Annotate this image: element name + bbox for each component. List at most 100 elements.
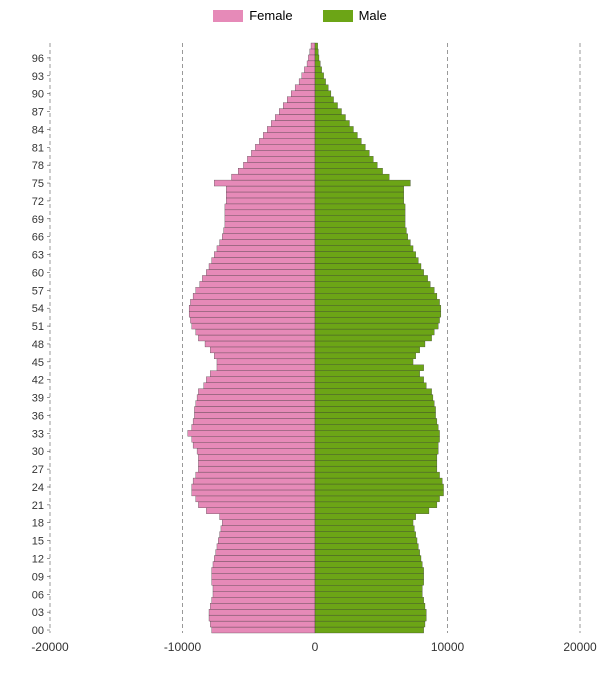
bar-male: [315, 73, 324, 79]
bar-female: [259, 138, 315, 144]
bar-male: [315, 150, 369, 156]
bar-female: [198, 502, 315, 508]
bar-male: [315, 311, 441, 317]
y-tick-label: 66: [32, 232, 44, 244]
bar-female: [299, 79, 315, 85]
bar-female: [210, 621, 315, 627]
x-tick-label: 20000: [563, 640, 597, 654]
bar-male: [315, 496, 440, 502]
bar-female: [204, 383, 315, 389]
bar-female: [218, 538, 315, 544]
bar-female: [198, 454, 315, 460]
bar-male: [315, 484, 444, 490]
bar-female: [206, 377, 315, 383]
bar-male: [315, 168, 383, 174]
bar-male: [315, 299, 440, 305]
bar-male: [315, 621, 425, 627]
bar-male: [315, 162, 377, 168]
bar-male: [315, 538, 417, 544]
bar-male: [315, 603, 425, 609]
bar-female: [198, 335, 315, 341]
bar-female: [196, 496, 315, 502]
bar-male: [315, 246, 413, 252]
bar-male: [315, 79, 326, 85]
bar-female: [193, 293, 315, 299]
bar-female: [224, 228, 315, 234]
bar-male: [315, 526, 414, 532]
bar-male: [315, 192, 404, 198]
bar-male: [315, 579, 424, 585]
bar-female: [302, 73, 315, 79]
bar-male: [315, 514, 416, 520]
x-tick-label: -20000: [31, 640, 69, 654]
bar-female: [210, 347, 315, 353]
y-tick-label: 75: [32, 178, 44, 190]
y-tick-label: 15: [32, 536, 44, 548]
bar-female: [213, 591, 315, 597]
bar-male: [315, 240, 410, 246]
y-tick-label: 09: [32, 571, 44, 583]
bar-male: [315, 258, 418, 264]
bar-male: [315, 252, 416, 258]
bar-female: [217, 544, 315, 550]
bar-male: [315, 216, 405, 222]
bar-female: [197, 395, 315, 401]
y-tick-label: 54: [32, 303, 44, 315]
bar-female: [197, 448, 315, 454]
bar-female: [209, 264, 315, 270]
bar-female: [194, 412, 315, 418]
x-tick-label: -10000: [164, 640, 202, 654]
bar-male: [315, 407, 436, 413]
y-tick-label: 78: [32, 160, 44, 172]
y-tick-label: 03: [32, 607, 44, 619]
bar-male: [315, 591, 422, 597]
bar-male: [315, 389, 432, 395]
x-tick-label: 0: [312, 640, 319, 654]
bar-female: [232, 174, 315, 180]
bar-female: [212, 258, 315, 264]
bar-male: [315, 544, 418, 550]
bar-male: [315, 329, 434, 335]
bar-female: [214, 353, 315, 359]
bar-male: [315, 222, 405, 228]
bar-male: [315, 556, 421, 562]
bar-female: [220, 514, 315, 520]
bar-female: [210, 371, 315, 377]
bar-male: [315, 109, 342, 115]
bar-female: [291, 91, 315, 97]
bar-female: [271, 120, 315, 126]
bar-female: [190, 299, 315, 305]
bar-male: [315, 120, 349, 126]
bar-male: [315, 287, 434, 293]
bar-male: [315, 305, 441, 311]
y-tick-label: 60: [32, 267, 44, 279]
legend-swatch-male: [323, 10, 353, 22]
bar-male: [315, 180, 410, 186]
bar-female: [279, 109, 315, 115]
bar-female: [310, 49, 315, 55]
bar-female: [198, 460, 315, 466]
bar-female: [196, 472, 315, 478]
legend-item-male: Male: [323, 8, 387, 23]
bar-male: [315, 174, 389, 180]
bar-male: [315, 383, 426, 389]
y-tick-label: 57: [32, 285, 44, 297]
bar-male: [315, 335, 432, 341]
bar-female: [307, 61, 315, 67]
bar-male: [315, 424, 438, 430]
bar-female: [193, 418, 315, 424]
bar-female: [190, 317, 315, 323]
bar-female: [209, 615, 315, 621]
bar-male: [315, 55, 319, 61]
bar-male: [315, 317, 440, 323]
bar-female: [221, 526, 315, 532]
bar-female: [193, 478, 315, 484]
bar-female: [226, 198, 315, 204]
bar-male: [315, 91, 331, 97]
bar-male: [315, 132, 357, 138]
y-tick-label: 06: [32, 589, 44, 601]
bar-male: [315, 615, 426, 621]
bar-female: [210, 603, 315, 609]
bar-female: [196, 287, 315, 293]
bar-male: [315, 281, 430, 287]
